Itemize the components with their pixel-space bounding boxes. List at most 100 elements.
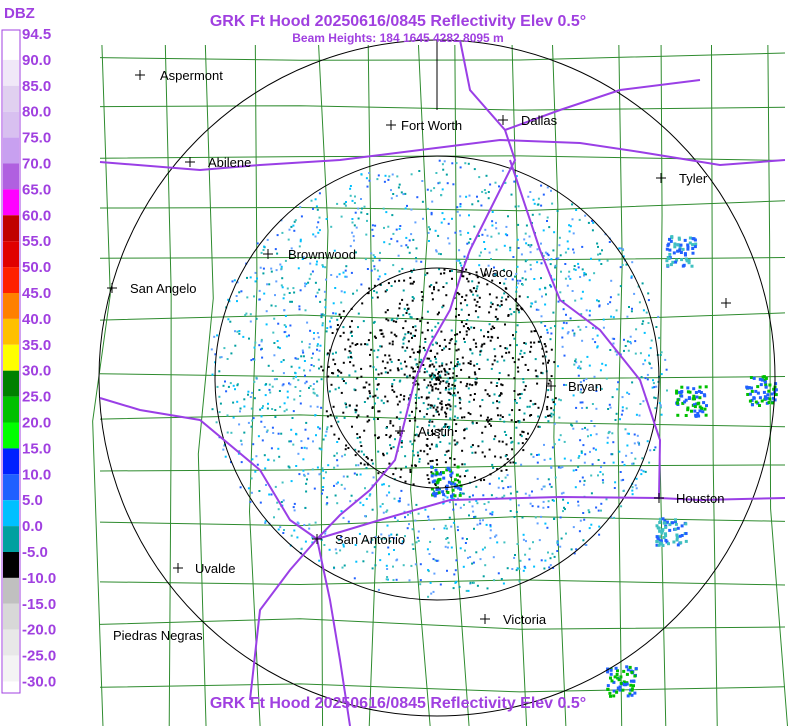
echo-pixel [416,196,419,199]
echo-pixel [551,398,554,401]
echo-pixel [454,394,457,397]
echo-pixel [699,391,703,394]
echo-pixel [339,335,342,338]
echo-pixel [550,258,553,261]
echo-pixel [414,519,417,522]
echo-pixel [573,251,575,254]
echo-pixel [397,254,400,257]
echo-pixel [448,442,451,445]
echo-pixel [654,446,657,449]
echo-pixel [430,471,433,474]
echo-pixel [499,414,502,417]
echo-pixel [545,350,548,353]
echo-pixel [316,343,319,346]
echo-pixel [609,296,612,299]
echo-pixel [325,471,327,474]
echo-pixel [549,564,552,567]
echo-pixel [647,322,650,324]
echo-pixel [619,418,621,421]
echo-pixel [406,204,408,207]
echo-pixel [384,174,387,177]
echo-pixel [544,416,547,419]
echo-pixel [463,429,466,432]
echo-pixel [475,381,478,384]
county-line [197,44,214,726]
echo-pixel [558,438,561,441]
echo-pixel [634,667,638,671]
echo-pixel [435,249,438,252]
echo-pixel [350,271,353,274]
echo-pixel [289,324,292,327]
echo-pixel [385,564,388,567]
echo-pixel [474,310,477,313]
echo-pixel [478,254,481,257]
echo-pixel [470,290,473,293]
echo-pixel [433,375,435,378]
echo-pixel [773,398,777,402]
echo-pixel [584,214,587,217]
echo-pixel [421,316,424,319]
echo-pixel [336,328,339,331]
echo-pixel [511,409,514,412]
echo-pixel [389,434,392,437]
echo-pixel [470,445,473,448]
echo-pixel [399,411,402,414]
echo-pixel [546,396,549,399]
echo-pixel [318,288,321,291]
echo-pixel [467,327,469,329]
echo-pixel [454,405,457,408]
echo-pixel [429,447,432,450]
echo-pixel [267,364,270,367]
echo-pixel [525,259,528,261]
echo-pixel [330,425,333,428]
city-label: San Angelo [130,281,197,296]
echo-pixel [438,429,441,432]
county-line [99,464,786,472]
echo-pixel [332,302,335,305]
echo-pixel [540,262,543,265]
echo-pixel [577,500,580,503]
echo-pixel [505,469,508,471]
echo-pixel [431,472,435,476]
echo-pixel [553,231,556,234]
echo-pixel [343,487,346,490]
echo-pixel [435,488,439,492]
echo-pixel [454,231,457,234]
echo-pixel [347,338,350,341]
echo-pixel [600,466,602,468]
echo-pixel [628,432,630,435]
echo-pixel [459,487,463,491]
echo-pixel [357,217,360,220]
echo-pixel [473,371,476,374]
echo-pixel [411,443,414,446]
echo-pixel [627,349,630,352]
echo-pixel [314,414,317,417]
echo-pixel [290,534,293,537]
echo-pixel [439,391,442,394]
echo-pixel [414,464,417,467]
echo-pixel [470,326,473,329]
echo-pixel [508,413,511,416]
echo-pixel [626,315,629,318]
echo-pixel [315,205,318,208]
echo-pixel [580,450,583,453]
echo-pixel [280,265,283,268]
echo-pixel [581,339,584,342]
echo-pixel [419,320,422,323]
echo-pixel [450,525,453,528]
echo-pixel [298,473,301,476]
echo-pixel [422,217,424,220]
echo-pixel [305,490,308,493]
echo-pixel [496,317,499,320]
echo-pixel [349,185,352,187]
echo-pixel [491,224,494,227]
echo-pixel [632,684,635,688]
echo-pixel [618,685,622,689]
echo-pixel [401,440,403,442]
echo-pixel [436,410,439,413]
echo-pixel [427,432,430,435]
echo-pixel [391,214,394,217]
echo-pixel [336,374,339,377]
echo-pixel [434,325,437,328]
echo-pixel [496,360,499,363]
